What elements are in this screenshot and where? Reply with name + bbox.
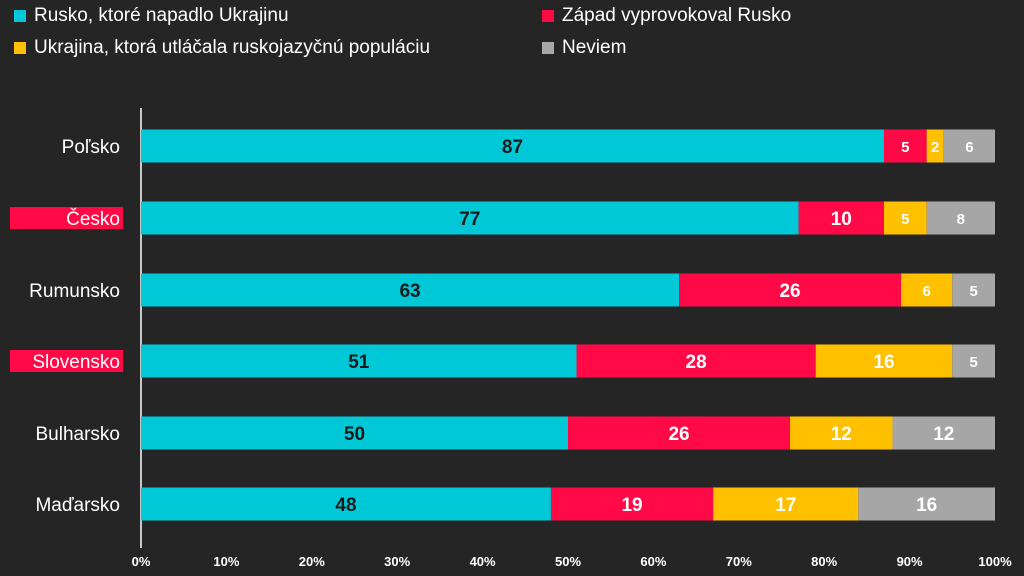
bar-segment — [926, 201, 995, 235]
data-label: 6 — [923, 283, 931, 300]
data-label: 50 — [344, 424, 365, 445]
bar-segment — [798, 201, 884, 235]
data-label: 63 — [399, 281, 420, 302]
data-label: 16 — [916, 495, 937, 516]
data-label: 2 — [931, 139, 939, 156]
data-label: 16 — [873, 352, 894, 373]
data-label: 51 — [348, 352, 370, 373]
bar-segment — [926, 129, 944, 163]
bar-segment — [815, 344, 953, 378]
bar-segment — [901, 273, 953, 307]
legend-item: Rusko, ktoré napadlo Ukrajinu — [14, 4, 289, 28]
data-label: 48 — [335, 495, 356, 516]
data-label: 5 — [969, 283, 977, 300]
data-label: 77 — [459, 209, 480, 230]
bar-segment — [858, 487, 995, 521]
data-label: 12 — [831, 424, 852, 445]
bar-segment — [576, 344, 816, 378]
category-highlight — [10, 350, 123, 372]
legend-label: Neviem — [562, 37, 627, 58]
legend-item: Západ vyprovokoval Rusko — [542, 4, 791, 28]
category-label: Poľsko — [62, 137, 120, 158]
legend-item: Ukrajina, ktorá utláčala ruskojazyčnú po… — [14, 36, 430, 60]
data-label: 28 — [686, 352, 707, 373]
data-label: 17 — [775, 495, 796, 516]
bar-segment — [952, 273, 995, 307]
bar-segment — [568, 416, 791, 450]
legend-swatch — [14, 42, 26, 54]
bar-segment — [141, 129, 884, 163]
category-label: Maďarsko — [35, 495, 120, 516]
data-label: 12 — [933, 424, 954, 445]
legend-swatch — [14, 10, 26, 22]
x-tick-label: 60% — [640, 554, 666, 569]
bar-segment — [141, 273, 680, 307]
legend: Rusko, ktoré napadlo Ukrajinu Západ vypro… — [0, 0, 1024, 70]
data-label: 8 — [957, 211, 965, 228]
legend-label: Rusko, ktoré napadlo Ukrajinu — [34, 5, 289, 26]
category-label: Česko — [66, 208, 120, 230]
data-label: 5 — [969, 354, 977, 371]
bar-segment — [883, 129, 927, 163]
bar-segment — [141, 416, 568, 450]
legend-swatch — [542, 42, 554, 54]
legend-label: Západ vyprovokoval Rusko — [562, 5, 792, 26]
data-label: 87 — [502, 137, 523, 158]
data-label: 26 — [779, 281, 800, 302]
category-highlight — [10, 207, 123, 229]
legend-item: Neviem — [542, 36, 626, 60]
data-label: 6 — [965, 139, 973, 156]
bar-segment — [141, 344, 577, 378]
category-label: Rumunsko — [29, 281, 120, 302]
bar-segment — [943, 129, 995, 163]
x-tick-label: 50% — [555, 554, 581, 569]
bar-segment — [679, 273, 902, 307]
bar-segment — [892, 416, 995, 450]
data-label: 10 — [831, 209, 852, 230]
x-tick-label: 70% — [726, 554, 752, 569]
bar-segment — [141, 487, 551, 521]
data-label: 5 — [901, 139, 909, 156]
bar-segment — [550, 487, 714, 521]
data-label: 26 — [668, 424, 689, 445]
legend-label: Ukrajina, ktorá utláčala ruskojazyčnú po… — [34, 37, 431, 58]
data-label: 5 — [901, 211, 909, 228]
category-label: Slovensko — [32, 352, 120, 373]
category-label: Bulharsko — [36, 424, 121, 445]
x-tick-label: 40% — [470, 554, 496, 569]
x-tick-label: 80% — [811, 554, 837, 569]
x-tick-label: 0% — [132, 554, 151, 569]
bar-segment — [790, 416, 893, 450]
x-tick-label: 10% — [213, 554, 239, 569]
x-tick-label: 100% — [978, 554, 1012, 569]
bar-segment — [952, 344, 995, 378]
x-tick-label: 20% — [299, 554, 325, 569]
bar-segment — [141, 201, 799, 235]
bar-segment — [713, 487, 859, 521]
data-label: 19 — [621, 495, 642, 516]
legend-swatch — [542, 10, 554, 22]
bar-segment — [883, 201, 927, 235]
x-tick-label: 30% — [384, 554, 410, 569]
x-tick-label: 90% — [897, 554, 923, 569]
